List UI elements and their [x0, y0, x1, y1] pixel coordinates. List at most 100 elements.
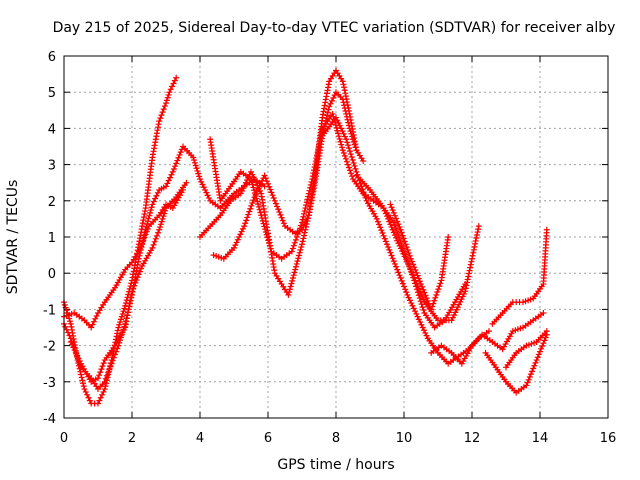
data-point: [374, 218, 381, 225]
data-point: [262, 175, 269, 182]
data-point: [406, 297, 413, 304]
data-point: [409, 302, 416, 309]
data-point: [172, 163, 179, 170]
data-point: [404, 291, 411, 298]
data-point: [96, 397, 103, 404]
data-series: [61, 186, 186, 331]
data-series: [387, 201, 452, 313]
data-point: [398, 277, 405, 284]
data-point: [190, 154, 197, 161]
data-point: [416, 278, 423, 285]
data-point: [475, 223, 482, 230]
data-point: [157, 224, 164, 231]
data-point: [270, 194, 277, 201]
data-point: [420, 286, 427, 293]
data-point: [161, 103, 168, 110]
data-series: [482, 331, 550, 396]
data-point: [233, 239, 240, 246]
data-point: [289, 245, 296, 252]
data-point: [84, 391, 91, 398]
data-point: [330, 94, 337, 101]
data-point: [251, 187, 258, 194]
data-point: [334, 117, 341, 124]
data-point: [138, 265, 145, 272]
data-point: [272, 200, 279, 207]
data-point: [251, 176, 258, 183]
data-point: [345, 164, 352, 171]
data-point: [231, 244, 237, 251]
y-tick-label: -3: [43, 376, 56, 391]
data-point: [237, 231, 244, 238]
data-point: [163, 183, 169, 190]
series-trace: [321, 116, 490, 365]
data-point: [63, 326, 70, 333]
data-point: [299, 219, 305, 226]
data-point: [62, 323, 69, 330]
data-point: [102, 375, 109, 382]
data-point: [294, 258, 301, 265]
x-tick-label: 12: [464, 431, 481, 446]
data-point: [288, 248, 295, 255]
data-point: [303, 199, 310, 206]
data-point: [234, 236, 241, 243]
data-point: [236, 234, 243, 240]
x-tick-label: 0: [60, 431, 68, 446]
data-point: [157, 115, 164, 122]
data-point: [88, 324, 95, 331]
data-point: [86, 397, 93, 404]
data-point: [395, 269, 402, 276]
data-point: [288, 280, 295, 287]
data-point: [292, 236, 299, 243]
data-point: [418, 291, 424, 298]
data-point: [534, 354, 541, 361]
data-point: [149, 201, 156, 208]
data-point: [96, 372, 103, 379]
data-point: [232, 242, 239, 249]
data-point: [398, 229, 405, 236]
data-point: [259, 217, 266, 224]
data-point: [239, 187, 246, 194]
data-point: [295, 252, 302, 259]
data-point: [391, 212, 398, 219]
data-point: [143, 228, 150, 235]
data-point: [391, 222, 398, 229]
data-point: [525, 376, 532, 383]
data-point: [464, 276, 471, 283]
data-point: [403, 289, 410, 296]
x-tick-label: 2: [128, 431, 136, 446]
data-point: [119, 310, 126, 317]
data-point: [286, 286, 293, 293]
data-point: [459, 293, 466, 300]
data-point: [473, 234, 480, 241]
data-point: [158, 218, 165, 225]
data-point: [392, 225, 399, 232]
data-point: [152, 195, 159, 202]
data-point: [113, 348, 120, 355]
data-point: [300, 213, 307, 220]
data-point: [161, 210, 168, 217]
data-point: [539, 343, 546, 350]
data-point: [300, 235, 307, 242]
data-point: [254, 198, 261, 205]
data-point: [93, 312, 100, 319]
data-point: [133, 277, 140, 284]
data-point: [360, 189, 367, 196]
data-point: [76, 357, 83, 364]
data-point: [263, 178, 270, 185]
data-point: [414, 313, 421, 320]
data-point: [174, 157, 181, 164]
y-tick-label: -2: [43, 340, 56, 355]
data-point: [341, 84, 348, 91]
data-point: [147, 209, 154, 216]
data-point: [241, 223, 248, 230]
data-point: [122, 302, 129, 309]
data-point: [285, 291, 292, 298]
data-point: [132, 279, 139, 286]
series-trace: [70, 182, 187, 383]
data-point: [527, 371, 534, 378]
data-point: [435, 286, 442, 293]
data-point: [345, 104, 352, 111]
data-point: [333, 114, 339, 121]
data-point: [204, 192, 211, 199]
data-point: [69, 341, 76, 348]
